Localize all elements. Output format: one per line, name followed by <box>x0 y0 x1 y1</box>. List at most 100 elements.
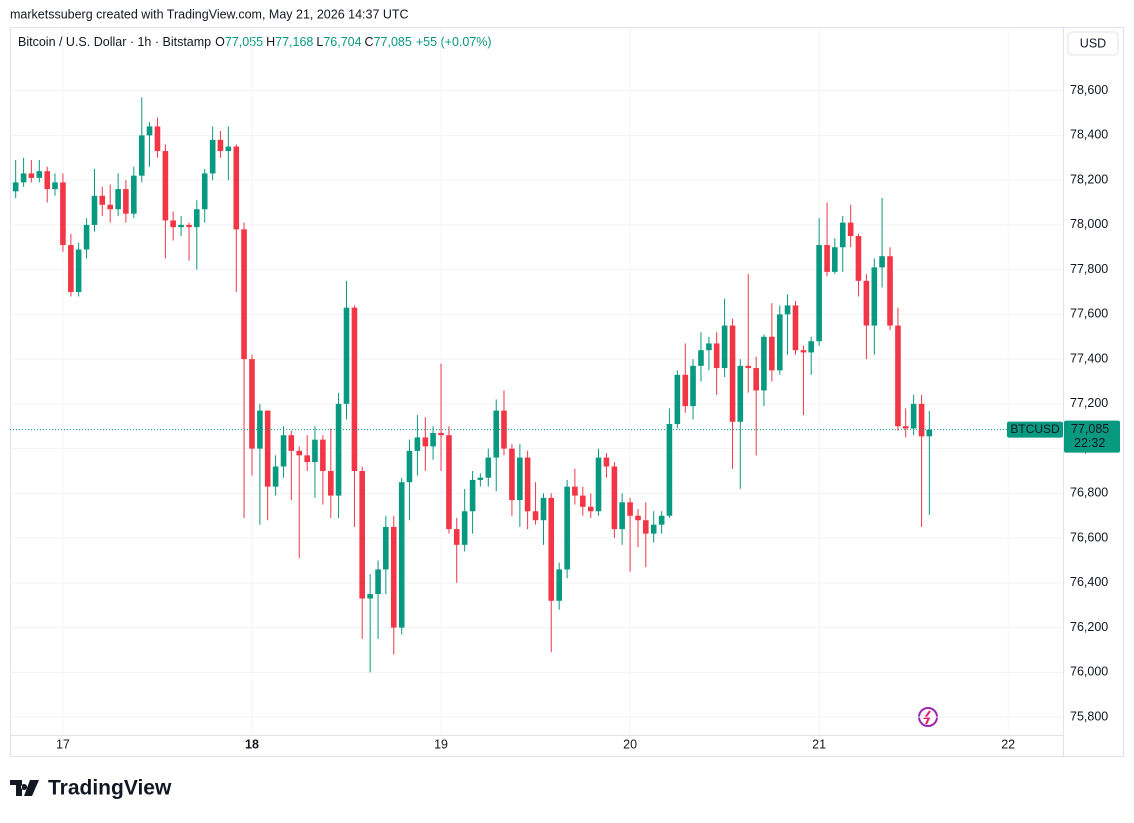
candle-body <box>572 486 578 496</box>
currency-button[interactable] <box>1067 31 1119 56</box>
candle-body <box>60 182 66 246</box>
candle-body <box>792 305 799 351</box>
y-tick-label: 78,000 <box>1070 217 1108 231</box>
candle-body <box>107 204 113 210</box>
candle-body <box>682 374 689 407</box>
candle-body <box>517 457 523 501</box>
candle-body <box>477 477 484 480</box>
candle-body <box>28 173 35 178</box>
y-tick-label: 76,400 <box>1070 575 1108 589</box>
candle-body <box>548 497 555 601</box>
candle-body <box>146 126 153 136</box>
candle-body <box>249 359 255 449</box>
candle-body <box>304 455 310 463</box>
candle-body <box>706 343 712 351</box>
candle-body <box>674 374 681 425</box>
candle-body <box>138 135 145 176</box>
candle-body <box>658 515 665 525</box>
candle-body <box>193 209 200 228</box>
candle-body <box>343 307 350 404</box>
candle-body <box>595 457 602 512</box>
x-tick-label: 18 <box>245 737 259 751</box>
candle-body <box>186 224 192 228</box>
candle-body <box>233 146 240 230</box>
brand-logo <box>10 780 39 796</box>
candle-body <box>406 450 413 483</box>
y-tick-label: 76,800 <box>1070 486 1108 500</box>
candle-body <box>879 256 885 268</box>
candles <box>12 97 933 673</box>
candle-body <box>493 410 500 458</box>
ohlc-label: H <box>266 35 275 49</box>
ohlc-value: 76,704 <box>323 35 361 49</box>
candle-body <box>469 479 476 512</box>
ohlc-value: 77,168 <box>275 35 313 49</box>
price-tag <box>1064 420 1120 453</box>
candle-body <box>627 502 633 516</box>
candle-body <box>209 139 216 174</box>
candle-body <box>91 195 98 225</box>
candle-body <box>745 365 752 369</box>
candle-body <box>390 526 397 628</box>
y-tick-label: 78,600 <box>1070 83 1108 97</box>
candle-body <box>312 439 318 463</box>
y-tick-label: 76,000 <box>1070 665 1108 679</box>
candle-body <box>52 182 58 190</box>
candle-body <box>532 511 539 521</box>
candle-body <box>288 435 295 451</box>
candle-body <box>320 439 326 471</box>
price-tag-text: 77,085 <box>1071 422 1109 436</box>
candle-body <box>777 314 783 371</box>
candle-body <box>910 403 917 429</box>
candle-body <box>524 457 531 512</box>
candle-body <box>99 195 106 205</box>
candle-body <box>296 450 303 456</box>
candle-body <box>761 336 767 391</box>
candle-body <box>666 424 673 516</box>
candle-body <box>926 429 933 437</box>
candle-body <box>540 497 547 521</box>
candle-body <box>68 245 74 293</box>
y-tick-label: 77,800 <box>1070 262 1108 276</box>
candle-body <box>12 182 19 192</box>
candle-body <box>902 426 909 429</box>
candle-body <box>44 171 51 190</box>
candle-body <box>918 403 925 437</box>
candle-body <box>115 189 121 210</box>
ohlc-label: O <box>215 35 225 49</box>
frame <box>10 27 1124 757</box>
candle-body <box>280 435 287 467</box>
candle-body <box>446 435 452 530</box>
candle-body <box>123 189 129 214</box>
candle-body <box>75 249 82 293</box>
candle-body <box>201 173 208 210</box>
candle-body <box>619 502 625 530</box>
candle-body <box>36 171 43 178</box>
change: +55 (+0.07%) <box>416 35 492 49</box>
candle-body <box>721 325 728 369</box>
ohlc-label: C <box>365 35 374 49</box>
candle-body <box>398 482 405 628</box>
candle-body <box>438 432 444 436</box>
candle-body <box>264 410 271 487</box>
ohlc-value: 77,085 <box>374 35 412 49</box>
candle-body <box>564 486 570 570</box>
candle-body <box>453 529 460 545</box>
countdown: 22:32 <box>1074 436 1105 450</box>
symbol-title: Bitcoin / U.S. Dollar · 1h · Bitstamp <box>18 35 211 49</box>
candle-body <box>587 506 594 512</box>
candle-body <box>580 495 586 507</box>
candle-body <box>351 307 358 471</box>
candle-body <box>461 511 468 545</box>
y-tick-label: 77,400 <box>1070 351 1108 365</box>
x-tick-label: 19 <box>434 737 448 751</box>
candle-body <box>335 403 342 496</box>
candle-body <box>839 222 846 248</box>
candle-body <box>642 520 649 534</box>
y-tick-label: 78,400 <box>1070 128 1108 142</box>
candle-body <box>871 267 878 326</box>
currency[interactable]: USD <box>1080 36 1106 50</box>
y-tick-label: 77,600 <box>1070 307 1108 321</box>
